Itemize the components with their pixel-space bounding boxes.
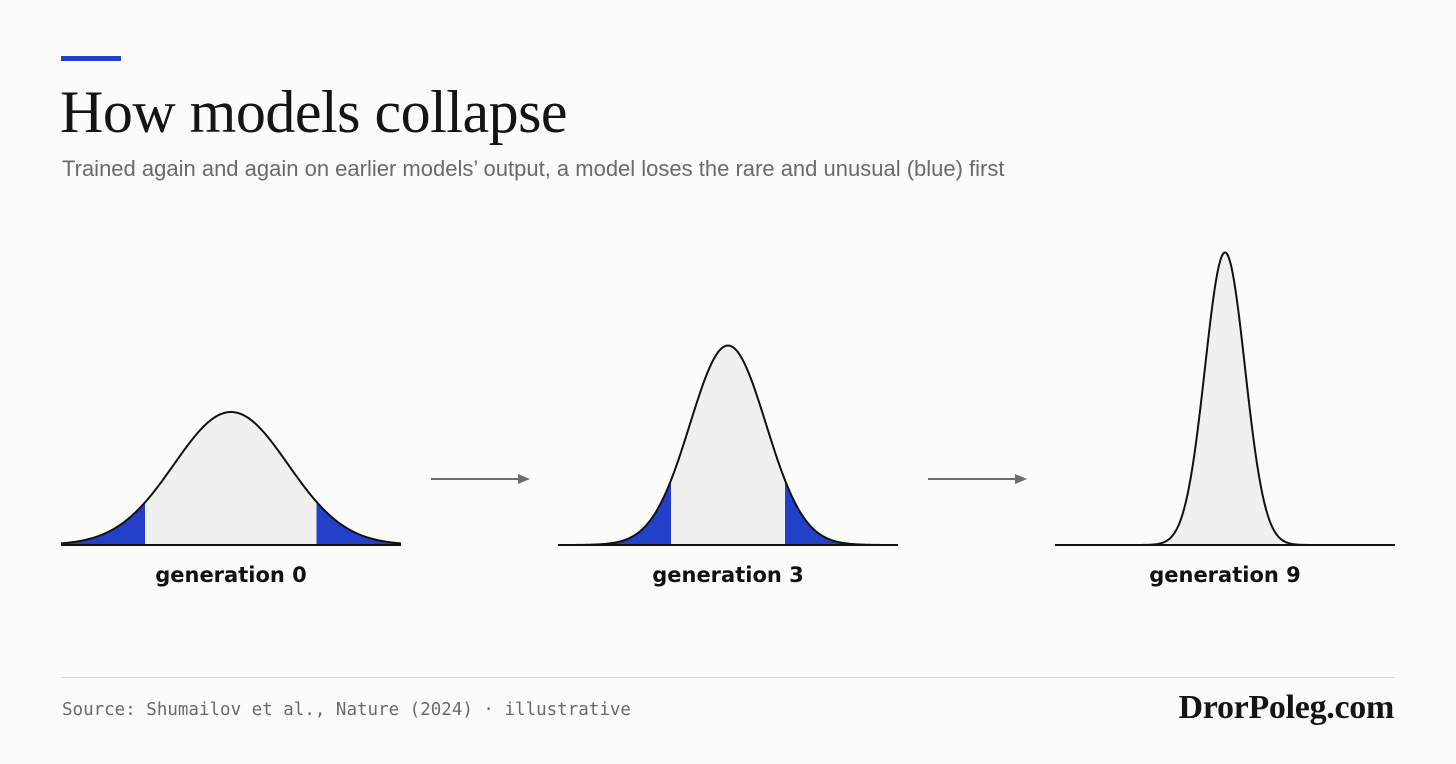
- generation-label: generation 0: [155, 563, 307, 587]
- collapse-diagram: generation 0 generation 3 generation 9: [60, 251, 1395, 587]
- right-arrow-icon: [928, 474, 1027, 484]
- generation-label: generation 3: [652, 563, 804, 587]
- right-arrow-icon: [431, 474, 530, 484]
- distribution-body: [1055, 252, 1395, 545]
- page-subtitle: Trained again and again on earlier model…: [62, 156, 1005, 181]
- page-title: How models collapse: [60, 79, 568, 145]
- accent-bar: [61, 56, 121, 61]
- left-tail-shade: [61, 502, 145, 545]
- distribution-body: [558, 345, 898, 545]
- footer-divider: [61, 677, 1395, 678]
- source-note: Source: Shumailov et al., Nature (2024) …: [62, 700, 631, 720]
- left-tail-shade: [558, 480, 671, 545]
- distribution-generation-3: [558, 344, 898, 546]
- distribution-generation-0: [60, 411, 402, 546]
- generation-label: generation 9: [1149, 563, 1301, 587]
- distribution-body: [61, 412, 401, 545]
- right-tail-shade: [316, 501, 401, 545]
- distribution-curve: [60, 411, 402, 545]
- right-tail-shade: [785, 480, 898, 545]
- distribution-generation-9: [1055, 251, 1395, 546]
- brand-logo: DrorPoleg.com: [1178, 689, 1395, 726]
- distribution-curve: [558, 344, 898, 546]
